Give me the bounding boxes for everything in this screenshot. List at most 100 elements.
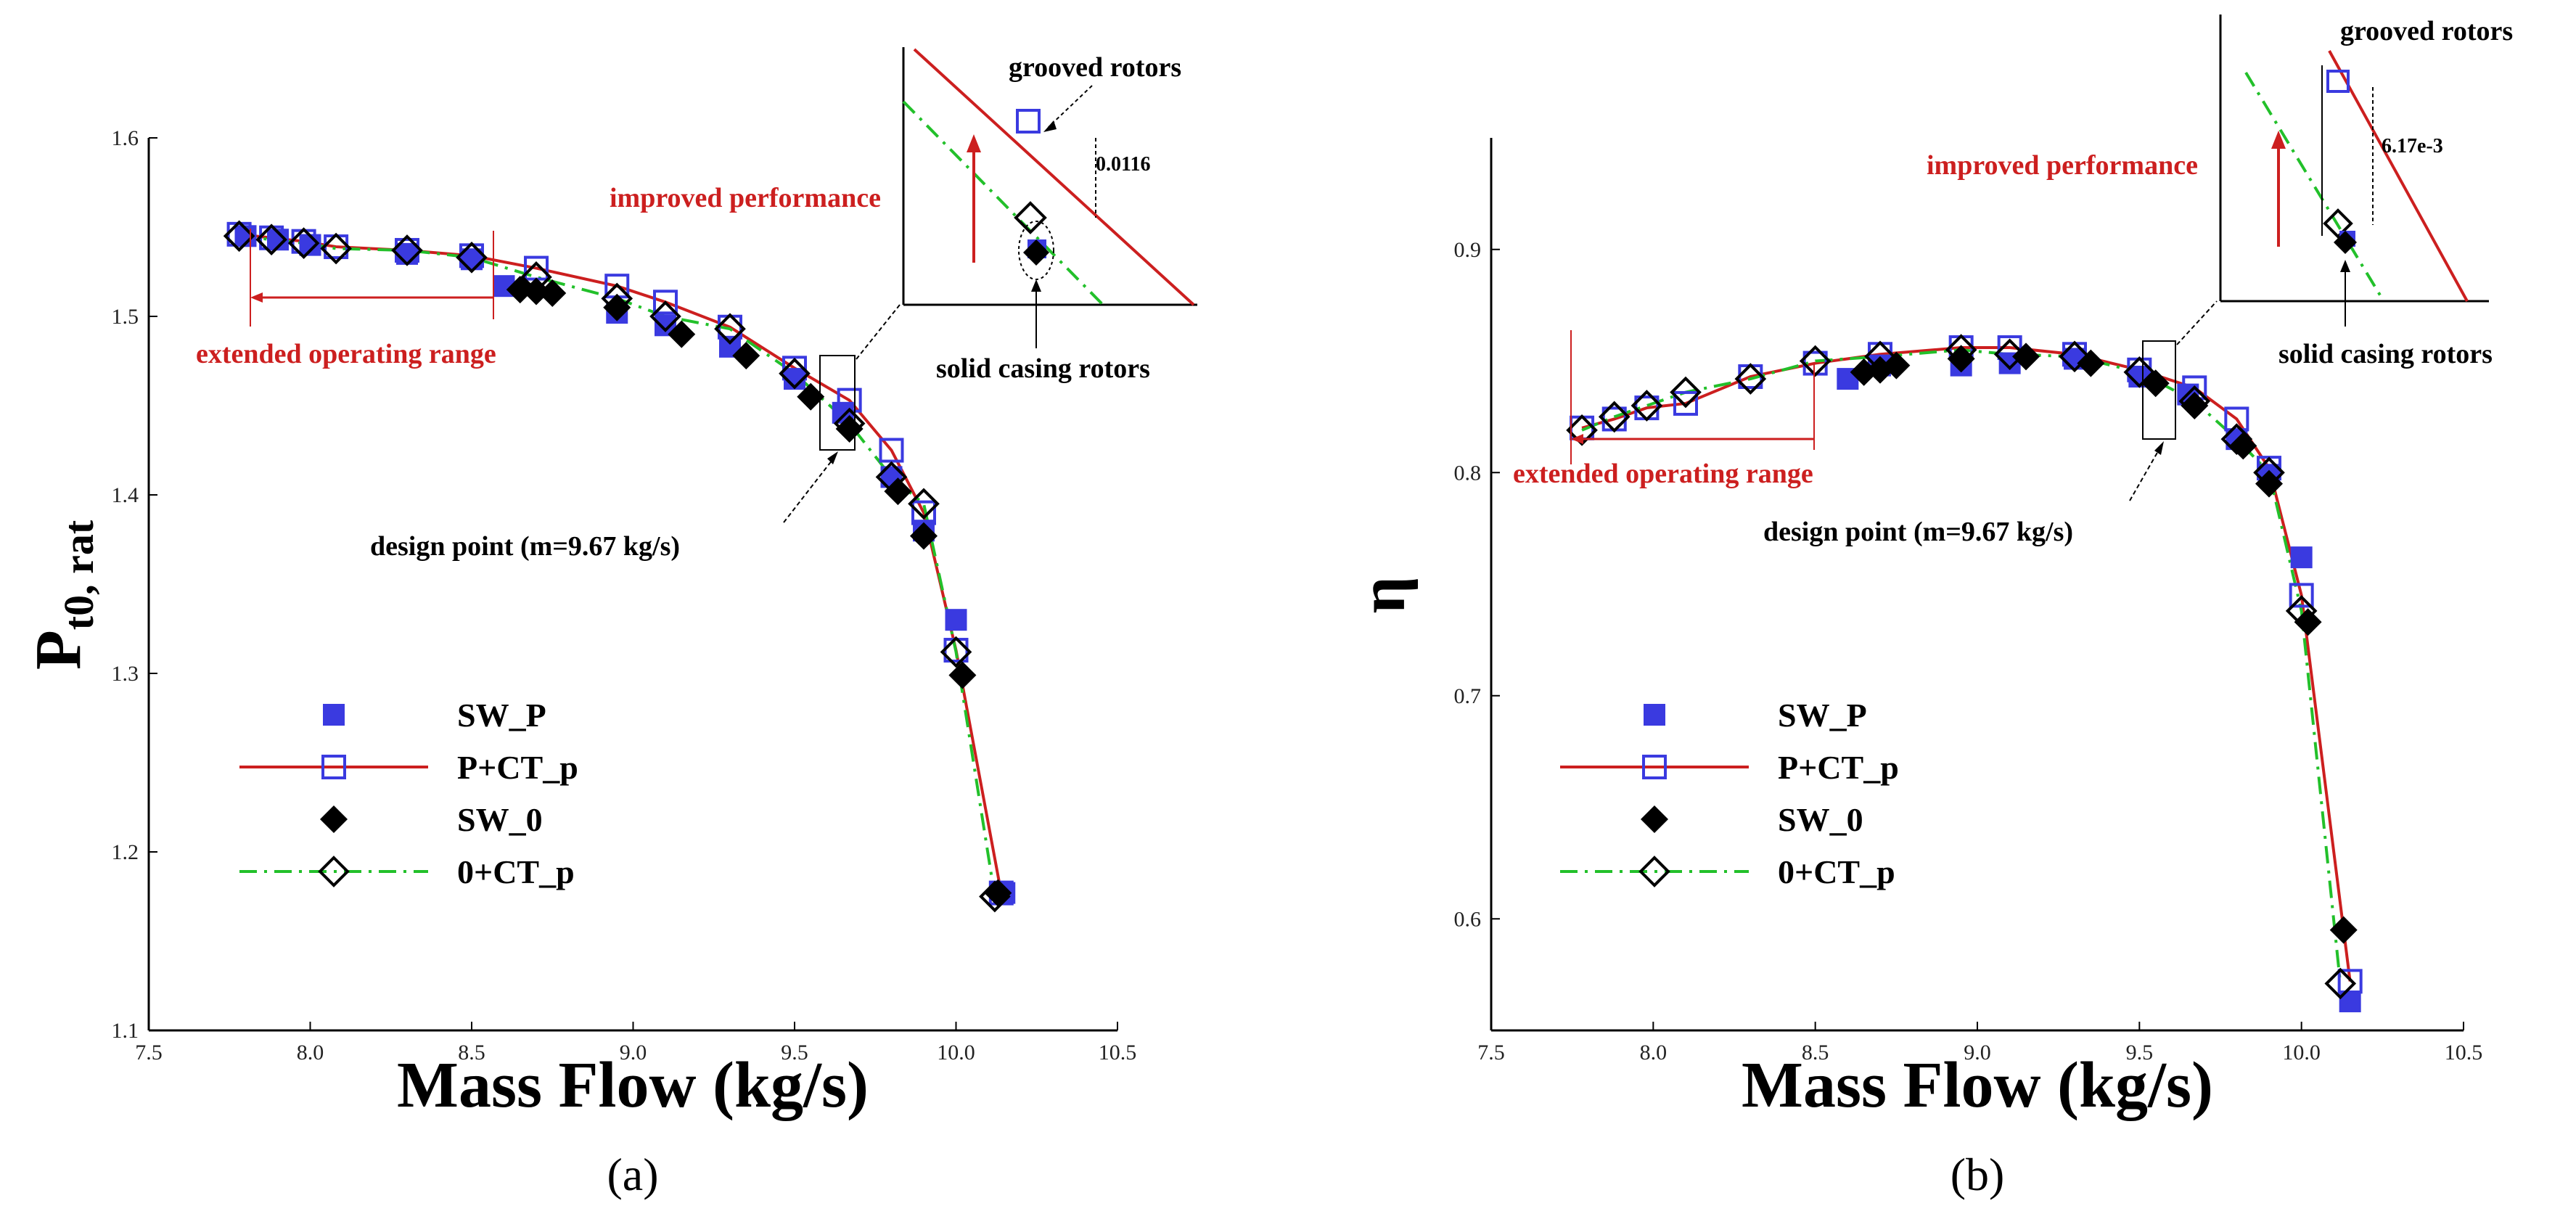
design-point-box-a xyxy=(819,355,856,451)
x-tick-label: 10.5 xyxy=(2445,1041,2483,1065)
legend-marker xyxy=(321,755,346,779)
panel-label-a: (a) xyxy=(607,1149,658,1200)
x-tick-label: 9.0 xyxy=(620,1041,647,1065)
grooved-rotors-label-a: grooved rotors xyxy=(1009,52,1181,83)
x-axis-title-a: Mass Flow (kg/s) xyxy=(397,1049,869,1121)
x-tick-label: 8.5 xyxy=(458,1041,485,1065)
grooved-rotors-label-b: grooved rotors xyxy=(2340,16,2513,46)
y-axis-title-a: Pt0, rat xyxy=(22,520,102,670)
point-0-ct-p xyxy=(1799,345,1831,377)
inset-red-arrowhead-b xyxy=(2271,131,2286,149)
extended-range-arrowhead-b xyxy=(1571,434,1583,444)
inset-solid-filled-diamond-a xyxy=(1023,239,1049,266)
x-tick-label: 10.5 xyxy=(1099,1041,1137,1065)
point-sw-0 xyxy=(884,477,912,506)
solid-casing-label-a: solid casing rotors xyxy=(936,353,1150,384)
point-0-ct-p xyxy=(649,300,681,332)
inset-red-line-b xyxy=(2328,50,2469,302)
legend-item-0-ct-p: 0+CT_p xyxy=(1560,853,1895,890)
series-line-0-ct-p xyxy=(239,234,996,897)
extended-range-label-b: extended operating range xyxy=(1513,459,1813,489)
point-sw-0 xyxy=(603,293,631,321)
inset-grooved-marker-b xyxy=(2326,70,2350,93)
point-0-ct-p xyxy=(2123,356,2156,388)
y-tick-label: 1.1 xyxy=(112,1019,139,1043)
inset-grooved-marker-a xyxy=(1016,109,1041,134)
point-0-ct-p xyxy=(908,488,940,520)
inset-connector-b xyxy=(2176,300,2218,345)
design-point-arrowhead-b xyxy=(2154,441,2164,455)
point-0-ct-p xyxy=(223,220,255,253)
design-point-label-a: design point (m=9.67 kg/s) xyxy=(370,531,680,562)
legend-label: SW_P xyxy=(1778,697,1867,734)
y-axis-title-sub-a: t0, rat xyxy=(55,520,102,630)
legend-marker xyxy=(1641,805,1668,833)
design-point-arrow-b xyxy=(2129,446,2162,501)
legend-item-sw-p: SW_P xyxy=(1644,697,1867,734)
inset-connector-a xyxy=(856,304,901,360)
y-tick-label: 1.2 xyxy=(112,840,139,864)
point-0-ct-p xyxy=(1945,334,1977,366)
point-sw-p xyxy=(2290,546,2313,569)
y-axis-title-b: η xyxy=(1347,576,1419,613)
point-0-ct-p xyxy=(601,282,633,315)
point-0-ct-p xyxy=(1630,390,1663,422)
inset-solid-open-marker-b xyxy=(2323,208,2353,239)
legend-label: SW_0 xyxy=(457,801,543,838)
y-axis-title-main-b: η xyxy=(1347,576,1419,613)
y-ticks-a: 1.1 1.2 1.3 1.4 1.5 1.6 xyxy=(112,126,157,1043)
solid-arrowhead-a xyxy=(1031,279,1041,292)
x-tick-label: 8.5 xyxy=(1802,1041,1829,1065)
solid-casing-label-b: solid casing rotors xyxy=(2278,339,2493,369)
legend-marker xyxy=(320,805,348,833)
svg-text:Pt0, rat: Pt0, rat xyxy=(22,520,102,670)
legend-marker xyxy=(1642,755,1667,779)
point-sw-0 xyxy=(797,382,825,411)
point-sw-0 xyxy=(835,414,864,443)
point-p-ct-p xyxy=(1997,335,2022,361)
delta-label-a: 0.0116 xyxy=(1096,153,1150,176)
inset-solid-open-marker-a xyxy=(1014,201,1047,234)
legend-label: 0+CT_p xyxy=(457,853,575,890)
x-tick-label: 8.0 xyxy=(297,1041,324,1065)
point-p-ct-p xyxy=(1673,390,1698,416)
inset-red-arrowhead-a xyxy=(967,134,981,152)
x-ticks-a: 7.5 8.0 8.5 9.0 9.5 10.0 10.5 xyxy=(135,1022,1136,1065)
x-tick-label: 9.0 xyxy=(1964,1041,1991,1065)
extended-range-label-a: extended operating range xyxy=(196,339,496,369)
x-tick-label: 9.5 xyxy=(781,1041,808,1065)
legend-b: SW_P P+CT_p SW_0 0+CT_p xyxy=(1560,697,1899,890)
legend-marker xyxy=(1644,704,1665,726)
point-sw-0 xyxy=(2077,349,2105,377)
y-tick-label: 0.7 xyxy=(1454,684,1482,708)
design-point-arrowhead-a xyxy=(827,451,838,464)
x-tick-label: 8.0 xyxy=(1640,1041,1668,1065)
point-0-ct-p xyxy=(255,223,287,256)
y-tick-label: 1.3 xyxy=(112,662,139,686)
point-sw-p xyxy=(945,609,967,631)
improved-performance-label-a: improved performance xyxy=(610,183,881,213)
legend-label: 0+CT_p xyxy=(1778,853,1895,890)
point-0-ct-p xyxy=(520,261,552,293)
point-sw-0 xyxy=(2181,392,2209,419)
legend-item-0-ct-p: 0+CT_p xyxy=(239,853,575,890)
y-tick-label: 0.9 xyxy=(1454,238,1482,262)
inset-green-line-a xyxy=(902,100,1104,306)
plot-layer-a xyxy=(223,220,1016,913)
point-p-ct-p xyxy=(395,237,419,263)
legend-label: P+CT_p xyxy=(457,749,578,786)
legend-label: SW_P xyxy=(457,697,546,734)
legend-label: P+CT_p xyxy=(1778,749,1899,786)
inset-green-line-b xyxy=(2244,71,2385,303)
point-0-ct-p xyxy=(391,234,423,266)
point-0-ct-p xyxy=(2324,967,2357,1000)
x-tick-label: 9.5 xyxy=(2126,1041,2154,1065)
point-sw-0 xyxy=(538,279,567,308)
point-0-ct-p xyxy=(714,313,746,345)
x-tick-label: 7.5 xyxy=(1477,1041,1505,1065)
design-point-label-b: design point (m=9.67 kg/s) xyxy=(1763,517,2073,547)
point-0-ct-p xyxy=(1734,363,1767,395)
legend-label: SW_0 xyxy=(1778,801,1863,838)
point-0-ct-p xyxy=(1566,414,1598,446)
point-sw-0 xyxy=(2255,469,2283,498)
